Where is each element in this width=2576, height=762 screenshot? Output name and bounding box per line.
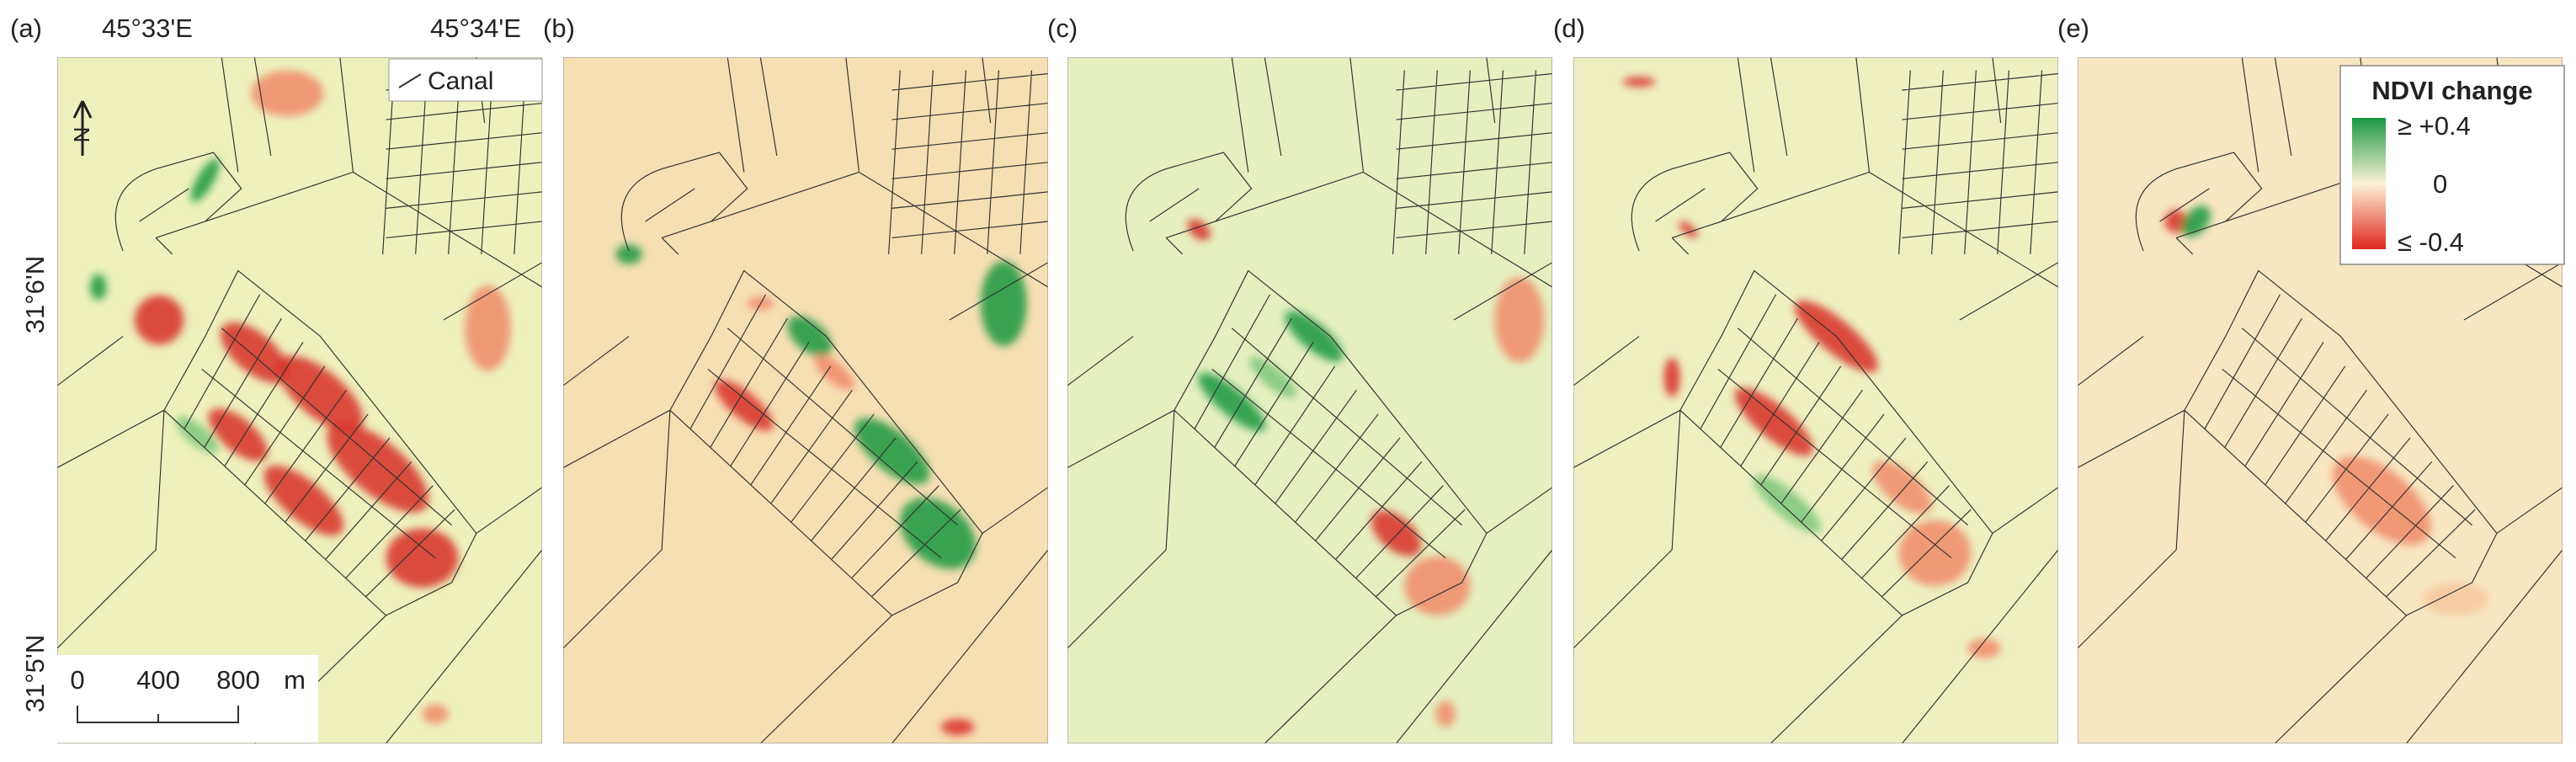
ndvi-legend: NDVI change ≥ +0.4 0 ≤ -0.4: [2339, 65, 2565, 265]
ndvi-patch: [220, 322, 289, 384]
longitude-label: 45°33'E: [102, 13, 193, 43]
legend-label: ≥ +0.4: [2398, 111, 2471, 141]
ndvi-patch: [1404, 556, 1471, 615]
ndvi-patch: [1198, 372, 1266, 432]
ndvi-patch: [1187, 219, 1211, 241]
canal-lines: [563, 57, 1048, 743]
panel-label: (d): [1553, 13, 1585, 43]
scale-tick: 400: [136, 665, 180, 695]
ndvi-patch: [386, 528, 459, 588]
ndvi-patch: [422, 704, 449, 724]
panel-label: (c): [1047, 13, 1078, 43]
canal-legend-label: Canal: [428, 67, 493, 95]
ndvi-patch: [327, 423, 429, 513]
north-label: N: [69, 127, 94, 143]
ndvi-patch: [1663, 357, 1680, 397]
latitude-label: 31°5'N: [20, 635, 50, 712]
ndvi-patch: [615, 244, 642, 264]
map-background: [563, 57, 1048, 743]
ndvi-patch: [1872, 461, 1932, 514]
scale-tick: 0: [70, 665, 84, 695]
ndvi-patch: [814, 354, 854, 391]
canal-lines: [1573, 57, 2058, 743]
map-panel: [563, 57, 1048, 743]
ndvi-patch: [208, 408, 268, 461]
map-panels: [57, 57, 2563, 743]
ndvi-patch: [2423, 582, 2489, 615]
ndvi-patches: [1187, 219, 1545, 727]
legend-ramp: [2352, 118, 2386, 249]
ndvi-patch: [1622, 77, 1656, 88]
ndvi-patch: [1898, 520, 1972, 586]
scale-bar: 0 400 800 m: [57, 655, 318, 743]
map-panel: [1067, 57, 1552, 743]
scale-tick: 800: [216, 665, 260, 695]
ndvi-patch: [854, 418, 930, 485]
ndvi-patch: [1734, 387, 1813, 456]
ndvi-patch: [980, 260, 1027, 347]
ndvi-patch: [277, 355, 364, 432]
ndvi-patch: [715, 380, 774, 431]
scale-unit: m: [284, 665, 306, 695]
canal-legend: Canal: [388, 58, 543, 102]
ndvi-patch: [251, 70, 324, 117]
panel-label: (a): [10, 13, 42, 43]
latitude-label: 31°6'N: [20, 256, 50, 333]
map-background: [1573, 57, 2058, 743]
ndvi-patch: [787, 316, 833, 357]
ndvi-patch: [1494, 277, 1545, 363]
longitude-label: 45°34'E: [430, 13, 521, 43]
ndvi-patch: [465, 285, 511, 371]
legend-title: NDVI change: [2371, 76, 2532, 105]
ndvi-patch: [190, 158, 220, 203]
panel-label: (e): [2057, 13, 2089, 43]
map-panel: [1573, 57, 2058, 743]
legend-label: 0: [2433, 169, 2447, 199]
ndvi-patches: [90, 70, 511, 724]
ndvi-patch: [900, 498, 977, 569]
ndvi-patch: [90, 274, 107, 301]
ndvi-patch: [1370, 510, 1422, 557]
ndvi-patch: [941, 718, 975, 736]
panel-label: (b): [543, 13, 575, 43]
map-panel: [57, 57, 542, 743]
canal-lines: [1067, 57, 1552, 743]
ndvi-patch: [1285, 311, 1344, 362]
ndvi-patch: [1435, 701, 1456, 727]
ndvi-patch: [1967, 638, 2001, 658]
north-arrow: N: [69, 100, 94, 156]
legend-label: ≤ -0.4: [2398, 227, 2464, 257]
ndvi-patch: [1679, 221, 1698, 238]
map-background: [1067, 57, 1552, 743]
ndvi-patch: [134, 295, 184, 345]
